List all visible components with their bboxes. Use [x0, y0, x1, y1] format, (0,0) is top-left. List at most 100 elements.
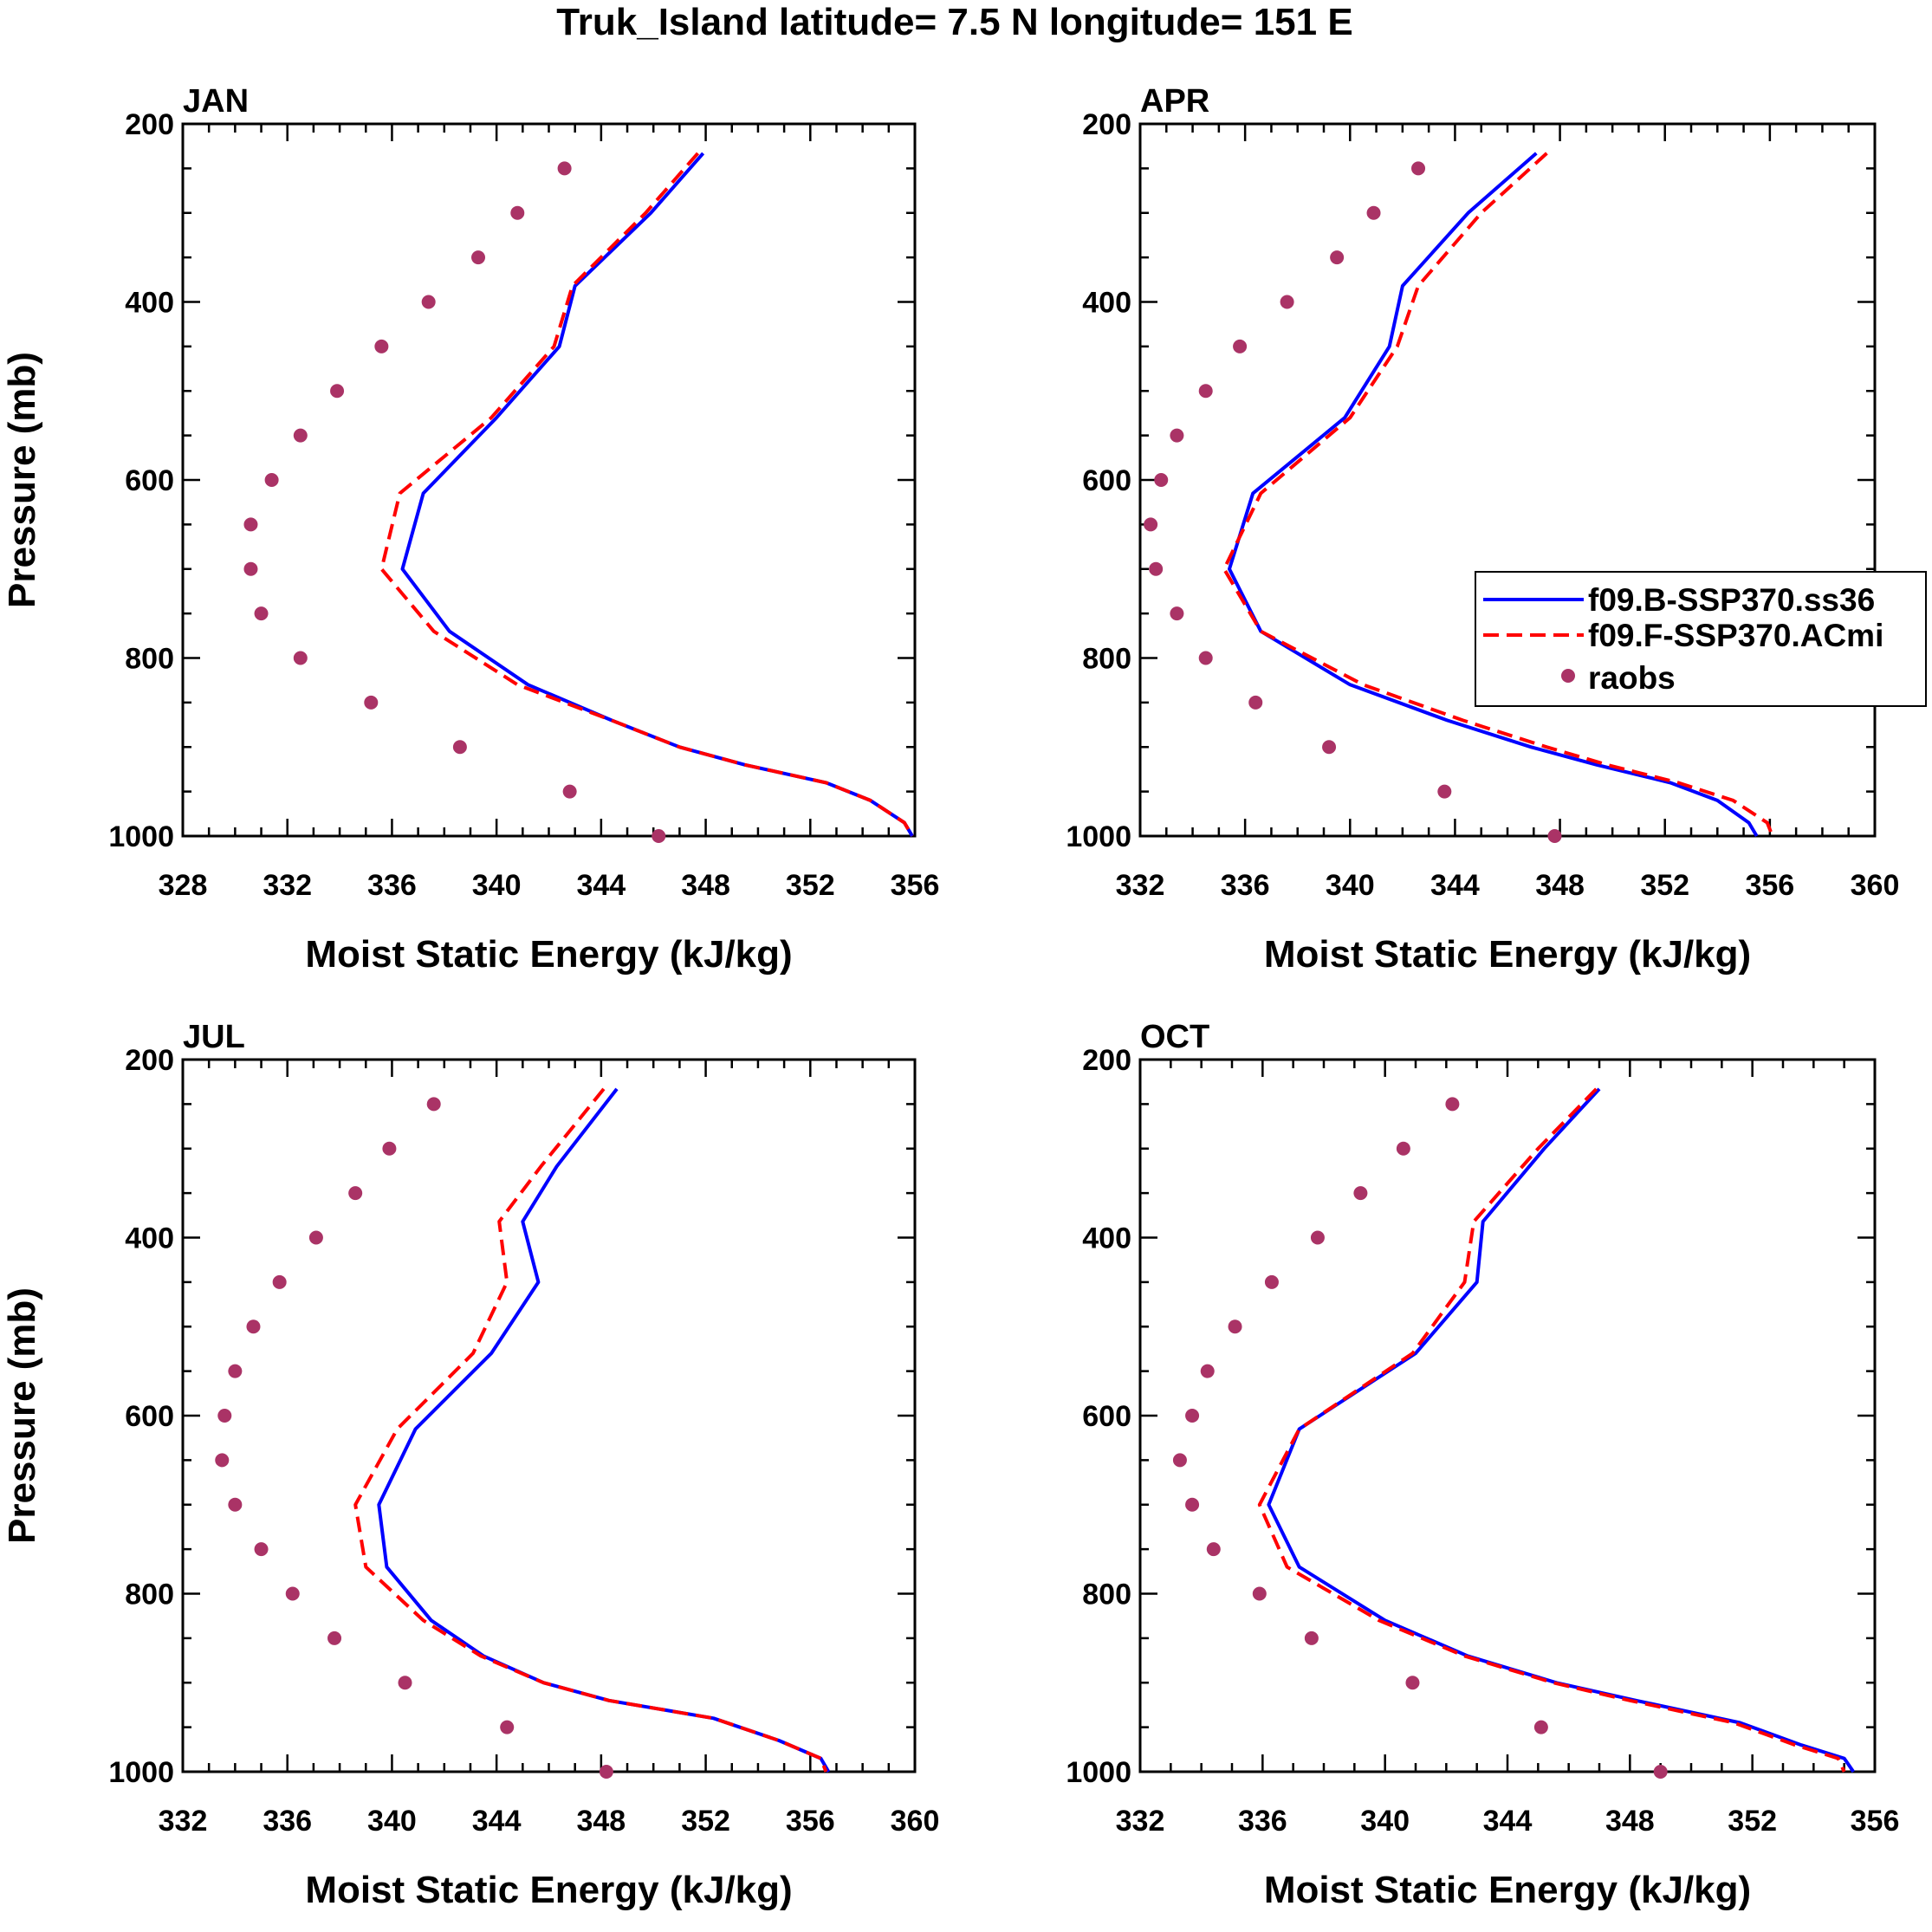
x-tick-label: 352 — [1640, 869, 1689, 902]
raobs-point — [228, 1364, 243, 1378]
raobs-point — [243, 561, 258, 576]
raobs-point — [510, 205, 525, 220]
y-tick-label: 800 — [125, 1579, 174, 1611]
raobs-point — [599, 1765, 613, 1779]
raobs-point — [293, 651, 308, 665]
x-tick-label: 348 — [1605, 1805, 1655, 1838]
y-tick-label: 400 — [1082, 1222, 1131, 1255]
panel-jan: 328 332 336 340 344 348 352 356 200 400 600 800 1000… — [1, 83, 939, 976]
series-line-f09-b — [1267, 1087, 1855, 1773]
raobs-point — [1330, 250, 1345, 265]
panel-label: JUL — [183, 1019, 245, 1055]
x-tick-label: 332 — [263, 869, 312, 902]
panel-label: JAN — [183, 83, 249, 120]
x-tick-label: 348 — [681, 869, 730, 902]
raobs-point — [254, 606, 269, 621]
raobs-point — [1264, 1274, 1279, 1289]
x-tick-label: 336 — [367, 869, 417, 902]
raobs-point — [1149, 561, 1164, 576]
x-tick-label: 352 — [786, 869, 835, 902]
raobs-point — [1172, 1453, 1187, 1468]
panel-label: APR — [1140, 83, 1209, 120]
series-line-f09-f — [1257, 1087, 1846, 1773]
y-tick-label: 400 — [125, 1222, 174, 1255]
raobs-point — [426, 1097, 441, 1112]
raobs-point — [382, 1141, 397, 1156]
raobs-point — [1405, 1676, 1420, 1690]
raobs-point — [452, 740, 467, 755]
x-tick-label: 336 — [1221, 869, 1270, 902]
x-tick-label: 360 — [1851, 869, 1900, 902]
raobs-point — [1248, 695, 1263, 710]
x-axis-label: Moist Static Energy (kJ/kg) — [1264, 1869, 1751, 1911]
plot-frame — [181, 1058, 917, 1773]
panel-apr: 332 336 340 344 348 352 356 360 200 400 600 800 1000… — [1066, 83, 1899, 976]
raobs-point — [246, 1319, 261, 1334]
y-tick-label: 400 — [1082, 287, 1131, 320]
y-tick-label: 800 — [1082, 643, 1131, 676]
y-tick-label: 200 — [125, 108, 174, 141]
x-tick-label: 340 — [1360, 1805, 1410, 1838]
y-tick-label: 600 — [1082, 464, 1131, 497]
raobs-point — [243, 517, 258, 532]
raobs-point — [254, 1542, 269, 1557]
panel-jul: 332 336 340 344 348 352 356 360 200 400 600 800 1000… — [1, 1019, 939, 1911]
raobs-point — [1411, 161, 1426, 176]
raobs-point — [1310, 1230, 1325, 1245]
y-tick-label: 800 — [125, 643, 174, 676]
raobs-point — [1198, 651, 1213, 665]
raobs-point — [1653, 1765, 1668, 1779]
raobs-point — [228, 1497, 243, 1512]
x-tick-label: 328 — [159, 869, 208, 902]
figure-title: Truk_Island latitude= 7.5 N longitude= 1… — [556, 1, 1352, 43]
raobs-point — [1228, 1319, 1242, 1334]
x-tick-label: 344 — [576, 869, 626, 902]
raobs-point — [1396, 1141, 1410, 1156]
x-tick-label: 344 — [472, 1805, 522, 1838]
raobs-point — [1366, 205, 1381, 220]
x-axis-label: Moist Static Energy (kJ/kg) — [305, 933, 792, 976]
legend-box — [1475, 571, 1927, 707]
legend-label: raobs — [1588, 660, 1676, 696]
x-tick-label: 340 — [1326, 869, 1375, 902]
x-tick-label: 332 — [1116, 869, 1165, 902]
raobs-point — [293, 428, 308, 443]
y-tick-label: 1000 — [1066, 1756, 1131, 1789]
raobs-point — [308, 1230, 323, 1245]
raobs-point — [1170, 606, 1184, 621]
y-tick-label: 600 — [125, 464, 174, 497]
raobs-point — [1533, 1720, 1548, 1734]
y-tick-label: 200 — [1082, 108, 1131, 141]
x-tick-label: 360 — [891, 1805, 940, 1838]
panel-oct: 332 336 340 344 348 352 356 200 400 600 800 1000 OCT… — [1066, 1019, 1899, 1911]
x-tick-label: 332 — [1116, 1805, 1165, 1838]
series-line-f09-f — [353, 1087, 828, 1773]
y-axis-label: Pressure (mb) — [1, 1287, 43, 1544]
y-tick-label: 1000 — [1066, 820, 1131, 853]
panel-label: OCT — [1140, 1019, 1209, 1055]
raobs-point — [264, 473, 279, 487]
raobs-point — [330, 384, 345, 399]
raobs-point — [471, 250, 486, 265]
raobs-point — [1547, 829, 1562, 843]
raobs-point — [1198, 384, 1213, 399]
raobs-point — [374, 339, 389, 353]
plot-frame — [1138, 122, 1877, 838]
x-tick-label: 340 — [472, 869, 522, 902]
x-tick-label: 340 — [367, 1805, 417, 1838]
x-tick-label: 348 — [576, 1805, 626, 1838]
series-line-f09-b — [377, 1087, 831, 1773]
legend-marker — [1561, 669, 1575, 683]
x-tick-label: 336 — [263, 1805, 312, 1838]
raobs-point — [348, 1186, 363, 1201]
x-tick-label: 332 — [159, 1805, 208, 1838]
raobs-point — [1154, 473, 1169, 487]
raobs-point — [398, 1676, 412, 1690]
y-axis-label: Pressure (mb) — [1, 352, 43, 608]
series-line-f09-b — [1228, 152, 1759, 838]
raobs-point — [652, 829, 666, 843]
x-tick-label: 356 — [1851, 1805, 1900, 1838]
x-tick-label: 352 — [681, 1805, 730, 1838]
raobs-point — [1206, 1542, 1221, 1557]
